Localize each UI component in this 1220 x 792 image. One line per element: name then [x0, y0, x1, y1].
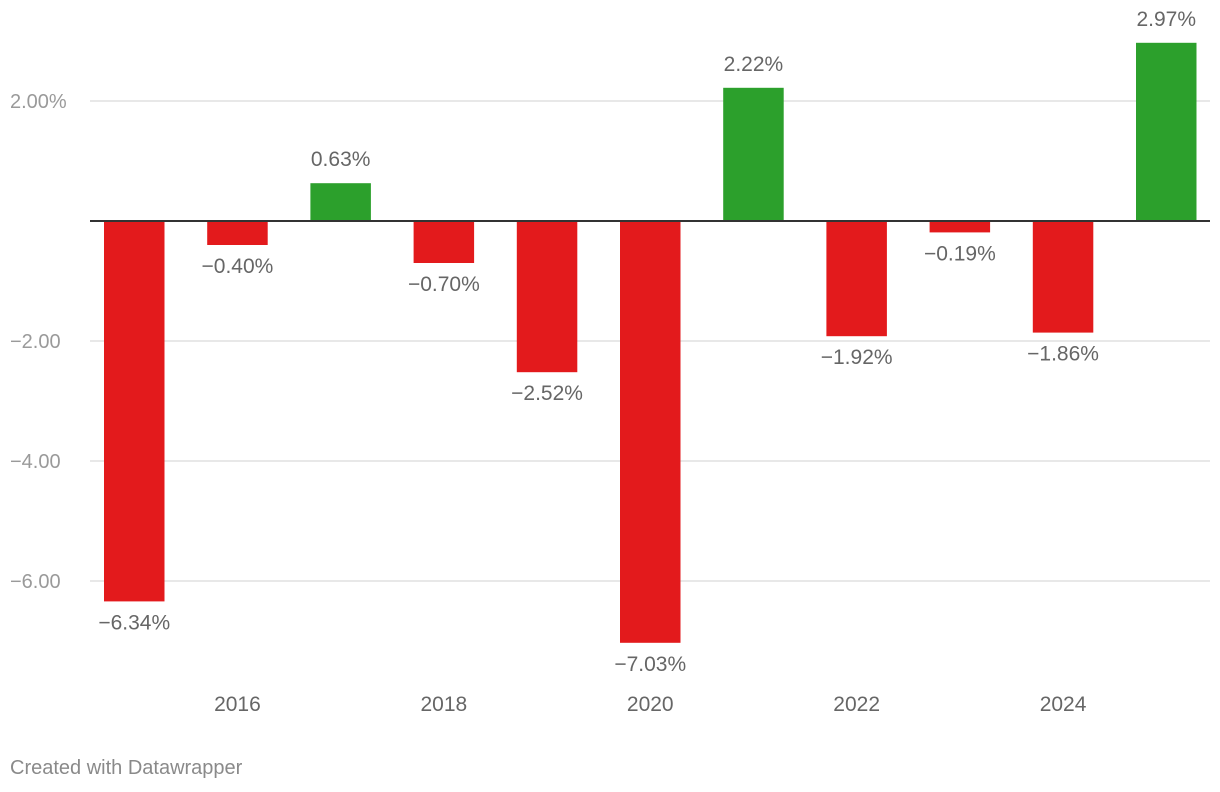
bar-value-label: 2.22% [724, 53, 784, 76]
bar-2021 [723, 87, 784, 221]
bar-2019 [516, 221, 578, 373]
bar-value-label: −2.52% [511, 382, 583, 405]
bar-2016 [207, 221, 268, 245]
x-tick-label: 2024 [1040, 693, 1087, 716]
bar-value-label: −1.86% [1027, 343, 1099, 366]
bar-value-labels: −6.34% −0.40% 0.63% −0.70% −2.52% −7.03% 2.22%… [98, 8, 1196, 676]
bar-2022 [826, 221, 887, 337]
y-tick-label: 2.00% [10, 91, 67, 113]
bar-2024 [1032, 221, 1094, 333]
x-tick-label: 2020 [627, 693, 674, 716]
bar-value-label: −0.40% [202, 255, 274, 278]
y-tick-label: −2.00 [10, 331, 61, 353]
x-tick-label: 2018 [420, 693, 467, 716]
bar-value-label: 0.63% [311, 148, 371, 171]
y-axis-ticks: 2.00% −2.00 −4.00 −6.00 [10, 91, 67, 593]
bar-value-label: −0.70% [408, 273, 480, 296]
bar-value-label: −1.92% [821, 346, 893, 369]
x-tick-label: 2022 [833, 693, 880, 716]
bar-2023 [929, 221, 991, 233]
bar-value-label: −7.03% [614, 653, 686, 676]
bar-2018 [413, 221, 475, 263]
bar-2020 [620, 221, 681, 643]
bar-2017 [310, 183, 371, 221]
bar-value-label: −0.19% [924, 242, 996, 265]
x-axis-ticks: 2016 2018 2020 2022 2024 [214, 693, 1087, 716]
bar-2025 [1136, 42, 1197, 221]
bar-value-label: 2.97% [1136, 8, 1196, 31]
bars [104, 42, 1197, 643]
y-tick-label: −4.00 [10, 451, 61, 473]
bar-value-label: −6.34% [98, 611, 170, 634]
bar-2015 [104, 221, 165, 602]
y-tick-label: −6.00 [10, 571, 61, 593]
datawrapper-credit: Created with Datawrapper [10, 757, 243, 779]
x-tick-label: 2016 [214, 693, 261, 716]
